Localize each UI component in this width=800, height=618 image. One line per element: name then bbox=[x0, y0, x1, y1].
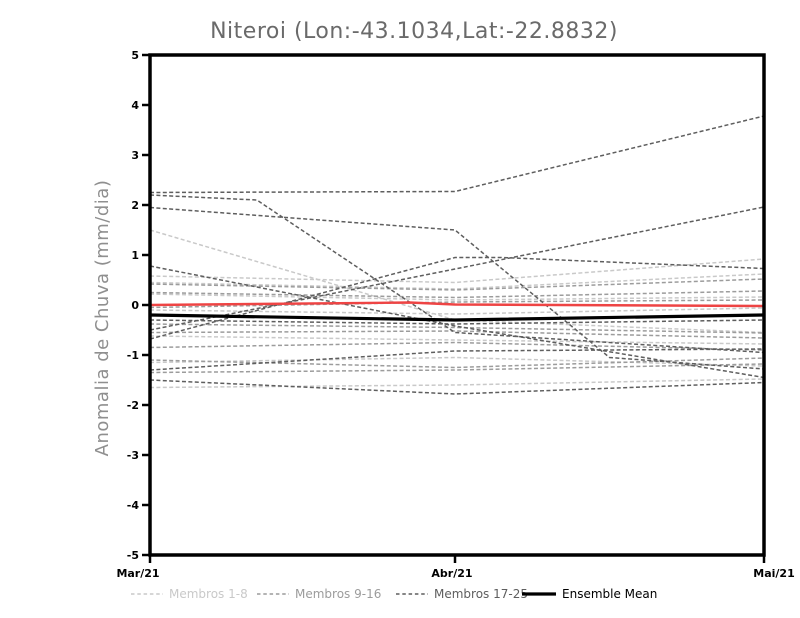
legend-label: Ensemble Mean bbox=[562, 587, 657, 601]
member-line-membros-17-25 bbox=[149, 206, 765, 331]
y-tick-label: -4 bbox=[127, 499, 140, 512]
chart-title: Niteroi (Lon:-43.1034,Lat:-22.8832) bbox=[210, 19, 618, 44]
y-tick-label: -5 bbox=[127, 549, 139, 562]
member-line-membros-1-8 bbox=[149, 335, 765, 345]
member-line-membros-17-25 bbox=[149, 194, 765, 354]
y-tick-label: 3 bbox=[131, 149, 139, 162]
member-line-membros-17-25 bbox=[149, 348, 765, 371]
member-line-membros-1-8 bbox=[149, 229, 765, 334]
legend-label: Membros 17-25 bbox=[434, 587, 528, 601]
y-tick-label: -1 bbox=[127, 349, 139, 362]
plot-area bbox=[149, 115, 765, 395]
legend-label: Membros 9-16 bbox=[295, 587, 381, 601]
y-tick-label: 1 bbox=[131, 249, 139, 262]
x-tick-label: Mai/21 bbox=[753, 567, 794, 580]
y-tick-label: 0 bbox=[131, 299, 139, 312]
y-axis-label: Anomalia de Chuva (mm/dia) bbox=[92, 180, 113, 457]
member-line-membros-17-25 bbox=[149, 256, 765, 340]
axes: 5 4 3 2 1 0 -1 -2 -3 -4 -5 Mar/21 Abr/21 Mai/21 bbox=[116, 49, 794, 580]
legend-label: Membros 1-8 bbox=[169, 587, 248, 601]
member-line-membros-17-25 bbox=[149, 265, 765, 379]
member-line-membros-1-8 bbox=[149, 307, 765, 315]
member-line-membros-1-8 bbox=[149, 273, 765, 290]
legend-item-membros-17-25: Membros 17-25 bbox=[396, 587, 528, 601]
x-tick-label: Abr/21 bbox=[431, 567, 472, 580]
member-line-membros-17-25 bbox=[149, 115, 765, 194]
y-tick-label: -3 bbox=[127, 449, 139, 462]
legend-item-membros-1-8: Membros 1-8 bbox=[131, 587, 248, 601]
member-line-membros-17-25 bbox=[149, 206, 765, 370]
x-tick-label: Mar/21 bbox=[116, 567, 159, 580]
y-tick-label: 2 bbox=[131, 199, 139, 212]
member-line-membros-9-16 bbox=[149, 341, 765, 351]
member-line-membros-9-16 bbox=[149, 363, 765, 374]
y-tick-label: -2 bbox=[127, 399, 139, 412]
chart-legend: Membros 1-8 Membros 9-16 Membros 17-25 Ense… bbox=[131, 587, 657, 601]
red-reference-line bbox=[149, 301, 765, 308]
y-tick-label: 5 bbox=[131, 49, 139, 62]
legend-item-membros-9-16: Membros 9-16 bbox=[257, 587, 381, 601]
member-line-membros-1-8 bbox=[149, 293, 765, 301]
ensemble-mean-line bbox=[149, 313, 765, 322]
y-tick-label: 4 bbox=[131, 99, 139, 112]
legend-item-ensemble-mean: Ensemble Mean bbox=[522, 587, 657, 601]
